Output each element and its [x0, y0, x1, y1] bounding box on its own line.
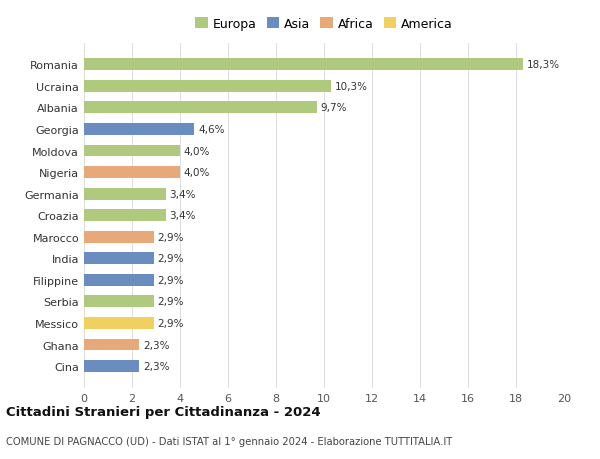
Text: 2,9%: 2,9% [157, 232, 184, 242]
Bar [84, 274, 154, 286]
Text: 3,4%: 3,4% [169, 211, 196, 221]
Bar [84, 253, 154, 265]
Bar [84, 360, 139, 372]
Text: 2,3%: 2,3% [143, 361, 169, 371]
Legend: Europa, Asia, Africa, America: Europa, Asia, Africa, America [193, 16, 455, 34]
Bar [84, 296, 154, 308]
Bar [84, 317, 154, 329]
Bar [84, 210, 166, 222]
Text: 3,4%: 3,4% [169, 189, 196, 199]
Text: 9,7%: 9,7% [320, 103, 347, 113]
Bar [84, 231, 154, 243]
Bar [84, 339, 139, 351]
Text: COMUNE DI PAGNACCO (UD) - Dati ISTAT al 1° gennaio 2024 - Elaborazione TUTTITALI: COMUNE DI PAGNACCO (UD) - Dati ISTAT al … [6, 437, 452, 446]
Text: Cittadini Stranieri per Cittadinanza - 2024: Cittadini Stranieri per Cittadinanza - 2… [6, 405, 320, 419]
Bar [84, 167, 180, 179]
Bar [84, 59, 523, 71]
Bar [84, 124, 194, 135]
Text: 4,0%: 4,0% [184, 168, 210, 178]
Text: 4,0%: 4,0% [184, 146, 210, 156]
Text: 4,6%: 4,6% [198, 125, 224, 134]
Text: 2,9%: 2,9% [157, 318, 184, 328]
Bar [84, 81, 331, 93]
Text: 2,3%: 2,3% [143, 340, 169, 350]
Bar [84, 146, 180, 157]
Text: 2,9%: 2,9% [157, 254, 184, 264]
Bar [84, 102, 317, 114]
Text: 2,9%: 2,9% [157, 275, 184, 285]
Text: 10,3%: 10,3% [335, 82, 368, 92]
Text: 18,3%: 18,3% [527, 60, 560, 70]
Text: 2,9%: 2,9% [157, 297, 184, 307]
Bar [84, 188, 166, 200]
